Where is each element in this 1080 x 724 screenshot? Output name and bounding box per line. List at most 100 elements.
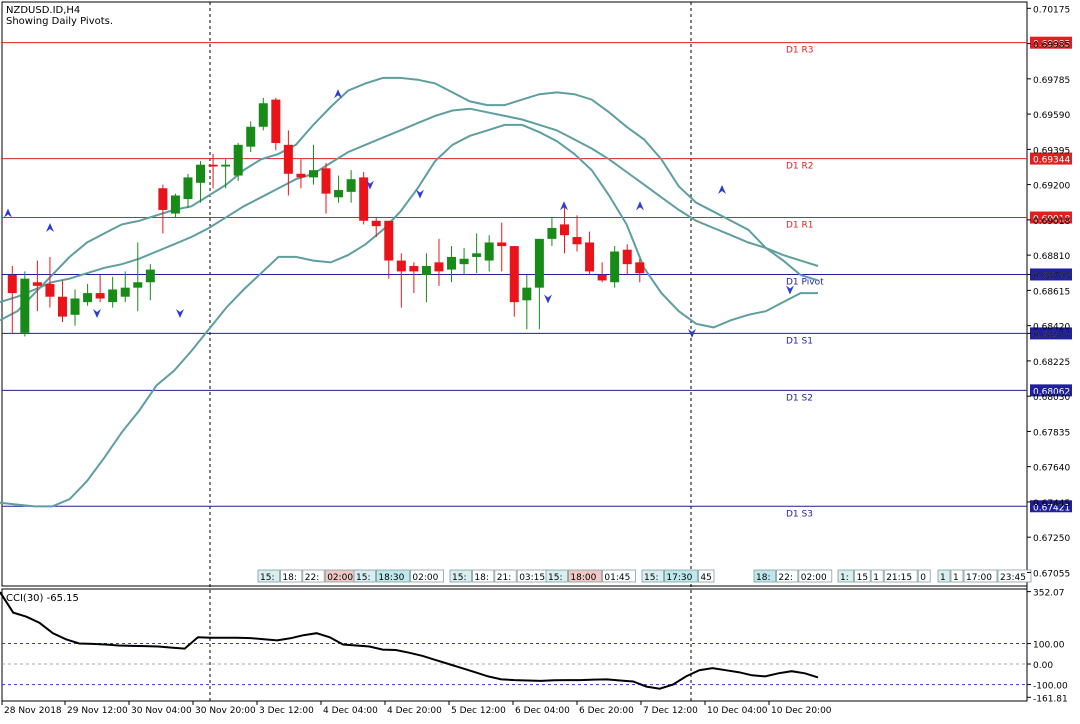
bearish-candle — [7, 275, 17, 294]
time-tick-label: 6 Dec 20:00 — [579, 706, 634, 716]
session-box — [854, 569, 871, 583]
session-box-label: 18: — [282, 573, 296, 583]
pivot-price-text: 0.67421 — [1033, 503, 1070, 513]
fractal-down-arrow-icon — [366, 180, 374, 190]
price-tick-label: 0.67055 — [1033, 569, 1070, 579]
bullish-candle — [145, 269, 155, 283]
session-box — [568, 569, 602, 583]
cci-tick-label: 100.00 — [1033, 640, 1065, 650]
session-box-label: 23:45 — [1000, 573, 1026, 583]
bullish-candle — [196, 164, 206, 183]
bearish-candle — [271, 99, 281, 144]
pivot-label: D1 S2 — [786, 393, 813, 403]
session-box — [353, 569, 376, 583]
session-box — [997, 569, 1032, 583]
time-tick-label: 5 Dec 12:00 — [451, 706, 506, 716]
time-tick-label: 30 Nov 04:00 — [131, 706, 192, 716]
session-box — [937, 569, 951, 583]
fractal-up-arrow-icon — [46, 223, 54, 233]
bullish-candle — [472, 253, 482, 257]
session-box — [870, 569, 884, 583]
pivot-label: D1 R1 — [786, 221, 814, 231]
price-tick-label: 0.70175 — [1033, 5, 1070, 15]
bullish-candle — [183, 177, 193, 200]
session-box — [664, 569, 698, 583]
bearish-candle — [509, 246, 519, 303]
bullish-candle — [246, 126, 256, 147]
bearish-candle — [57, 296, 67, 317]
price-tick-label: 0.68225 — [1033, 358, 1070, 368]
bullish-candle — [534, 238, 544, 288]
bullish-candle — [83, 293, 93, 303]
session-box-label: 1: — [840, 573, 849, 583]
fractal-up-arrow-icon — [4, 208, 12, 218]
time-tick-label: 28 Nov 2018 — [4, 706, 62, 716]
session-box-label: 22: — [778, 573, 792, 583]
bearish-candle — [208, 164, 218, 167]
session-box — [883, 569, 918, 583]
bullish-candle — [447, 256, 457, 270]
pivot-price-tag — [1030, 268, 1072, 281]
bullish-candle — [334, 190, 344, 198]
bearish-candle — [283, 144, 293, 174]
session-box-label: 15: — [356, 573, 370, 583]
time-tick-label: 4 Dec 04:00 — [323, 706, 378, 716]
session-box — [698, 569, 715, 583]
session-box — [409, 569, 444, 583]
session-box-label: 03:15 — [519, 573, 545, 583]
bullish-candle — [233, 144, 243, 176]
bullish-candle — [133, 282, 143, 288]
pivot-price-tag — [1030, 500, 1072, 513]
bearish-candle — [296, 173, 306, 178]
pivot-price-text: 0.69985 — [1033, 40, 1070, 50]
time-tick-label: 30 Nov 20:00 — [195, 706, 256, 716]
symbol-title: NZDUSD.ID,H4 — [6, 5, 80, 16]
bearish-candle — [384, 220, 394, 261]
bullish-candle — [308, 170, 318, 178]
pivot-price-tag — [1030, 152, 1072, 165]
session-box-label: 01:45 — [604, 573, 630, 583]
pivot-price-text: 0.68703 — [1033, 271, 1070, 281]
session-box-label: 1 — [940, 573, 946, 583]
pivot-label: D1 R3 — [786, 46, 814, 56]
session-box-label: 02:00 — [327, 573, 353, 583]
session-box — [753, 569, 776, 583]
bearish-candle — [572, 237, 582, 245]
price-tick-label: 0.67640 — [1033, 464, 1070, 474]
cci-tick-label: -161.81 — [1033, 694, 1068, 704]
session-box-label: 1 — [873, 573, 879, 583]
price-tick-label: 0.68420 — [1033, 323, 1070, 333]
time-tick-label: 10 Dec 04:00 — [707, 706, 768, 716]
session-box — [641, 569, 664, 583]
cci-title: CCI(30) -65.15 — [6, 593, 79, 604]
bullish-candle — [547, 228, 557, 239]
bullish-candle — [346, 179, 356, 192]
bollinger-bands — [0, 76, 819, 508]
fractal-down-arrow-icon — [93, 308, 101, 318]
pivot-price-tag — [1030, 384, 1072, 397]
bearish-candle — [95, 293, 105, 299]
session-box — [950, 569, 964, 583]
session-box — [776, 569, 799, 583]
candlesticks[interactable] — [7, 97, 645, 337]
time-tick-label: 4 Dec 20:00 — [387, 706, 442, 716]
time-tick-label: 3 Dec 12:00 — [259, 706, 314, 716]
session-box-label: 21: — [497, 573, 511, 583]
bullish-candle — [108, 289, 118, 303]
pivot-label: D1 S3 — [786, 509, 813, 519]
session-box — [545, 569, 568, 583]
price-tick-label: 0.67835 — [1033, 428, 1070, 438]
session-box — [471, 569, 495, 583]
fractal-up-arrow-icon — [718, 185, 726, 195]
pivot-price-text: 0.68062 — [1033, 387, 1070, 397]
session-box-label: 15: — [452, 573, 466, 583]
cci-tick-label: 352.07 — [1033, 589, 1065, 599]
session-box — [798, 569, 833, 583]
bearish-candle — [635, 262, 645, 274]
price-axis: 0.69985 0.69344 0.69018 0.68703 0.68377 0.680… — [1027, 5, 1072, 579]
fractal-down-arrow-icon — [688, 328, 696, 338]
price-tick-label: 0.68615 — [1033, 287, 1070, 297]
fractal-up-arrow-icon — [636, 201, 644, 211]
